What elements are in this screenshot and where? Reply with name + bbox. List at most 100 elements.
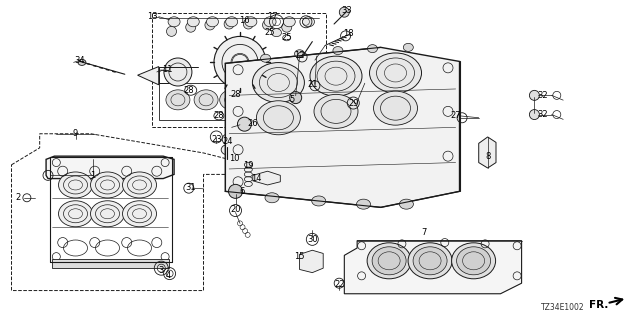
Ellipse shape xyxy=(90,201,125,227)
Ellipse shape xyxy=(403,43,413,51)
Text: 12: 12 xyxy=(294,52,305,60)
Text: 2: 2 xyxy=(15,193,20,202)
Ellipse shape xyxy=(284,17,295,27)
Text: 15: 15 xyxy=(294,252,305,261)
Ellipse shape xyxy=(166,90,190,110)
Ellipse shape xyxy=(452,243,495,279)
Circle shape xyxy=(282,22,292,32)
Text: 16: 16 xyxy=(239,16,250,25)
Text: 14: 14 xyxy=(251,174,261,183)
Circle shape xyxy=(228,184,243,198)
Circle shape xyxy=(290,92,301,104)
Ellipse shape xyxy=(260,54,271,62)
Ellipse shape xyxy=(310,56,362,96)
Ellipse shape xyxy=(78,60,86,65)
Text: 7: 7 xyxy=(421,228,426,237)
Ellipse shape xyxy=(221,145,233,155)
Text: 9: 9 xyxy=(73,129,78,138)
Text: 22: 22 xyxy=(334,280,344,289)
Circle shape xyxy=(224,19,234,29)
Text: 5: 5 xyxy=(290,95,295,104)
Ellipse shape xyxy=(168,17,180,27)
Text: 4: 4 xyxy=(166,271,171,280)
Circle shape xyxy=(243,19,253,29)
Text: 11: 11 xyxy=(163,65,173,74)
Text: 32: 32 xyxy=(538,91,548,100)
Text: 25: 25 xyxy=(282,33,292,42)
Polygon shape xyxy=(225,47,460,207)
Circle shape xyxy=(186,22,196,32)
Text: 6: 6 xyxy=(239,187,244,196)
Text: 33: 33 xyxy=(342,6,352,15)
Ellipse shape xyxy=(367,243,411,279)
Ellipse shape xyxy=(367,44,378,52)
Ellipse shape xyxy=(314,94,358,128)
Ellipse shape xyxy=(369,53,422,93)
Ellipse shape xyxy=(303,17,314,27)
Polygon shape xyxy=(479,137,496,168)
Ellipse shape xyxy=(207,17,218,27)
Text: 8: 8 xyxy=(485,152,490,161)
Polygon shape xyxy=(344,241,522,294)
Text: 26: 26 xyxy=(248,119,258,128)
Ellipse shape xyxy=(257,101,300,135)
Text: FR.: FR. xyxy=(589,300,608,310)
Ellipse shape xyxy=(271,28,282,36)
Text: 24: 24 xyxy=(222,137,232,146)
Polygon shape xyxy=(138,67,159,85)
Text: 28: 28 xyxy=(230,90,241,99)
Circle shape xyxy=(166,26,177,36)
Circle shape xyxy=(237,117,252,131)
Ellipse shape xyxy=(214,36,266,88)
Ellipse shape xyxy=(194,90,218,110)
Ellipse shape xyxy=(408,243,452,279)
Text: 17: 17 xyxy=(267,12,277,21)
Ellipse shape xyxy=(164,58,192,86)
Circle shape xyxy=(339,7,349,17)
Text: 29: 29 xyxy=(348,99,358,108)
Ellipse shape xyxy=(58,172,93,198)
Text: 23: 23 xyxy=(211,135,221,144)
Ellipse shape xyxy=(456,247,491,275)
Text: 3: 3 xyxy=(159,266,164,275)
Circle shape xyxy=(529,109,540,120)
Ellipse shape xyxy=(122,172,157,198)
Bar xyxy=(159,83,252,120)
Polygon shape xyxy=(253,171,280,185)
Text: 20: 20 xyxy=(230,205,241,214)
Ellipse shape xyxy=(265,193,279,203)
Text: TZ34E1002: TZ34E1002 xyxy=(541,303,585,312)
Ellipse shape xyxy=(122,201,157,227)
Ellipse shape xyxy=(252,62,305,102)
Text: 32: 32 xyxy=(538,110,548,119)
Ellipse shape xyxy=(226,17,237,27)
Ellipse shape xyxy=(374,91,417,125)
Ellipse shape xyxy=(356,199,371,209)
Text: 19: 19 xyxy=(243,161,253,170)
Ellipse shape xyxy=(399,199,413,209)
Bar xyxy=(52,259,169,268)
Text: 27: 27 xyxy=(451,111,461,120)
Text: 21: 21 xyxy=(307,80,317,89)
Text: 28: 28 xyxy=(184,86,194,95)
Ellipse shape xyxy=(90,172,125,198)
Polygon shape xyxy=(300,250,323,273)
Text: 10: 10 xyxy=(229,154,239,163)
Text: 28: 28 xyxy=(214,111,224,120)
Ellipse shape xyxy=(413,247,447,275)
Ellipse shape xyxy=(372,247,406,275)
Bar xyxy=(152,13,326,127)
Ellipse shape xyxy=(312,196,326,206)
Text: 25: 25 xyxy=(265,28,275,37)
Text: 18: 18 xyxy=(344,29,354,38)
Ellipse shape xyxy=(264,17,276,27)
Text: 30: 30 xyxy=(307,235,317,244)
Ellipse shape xyxy=(220,90,244,110)
Text: 13: 13 xyxy=(147,12,157,21)
Ellipse shape xyxy=(294,50,305,58)
Polygon shape xyxy=(46,156,174,179)
Text: 31: 31 xyxy=(186,183,196,192)
Circle shape xyxy=(205,20,215,30)
Text: 34: 34 xyxy=(75,56,85,65)
Ellipse shape xyxy=(245,17,257,27)
